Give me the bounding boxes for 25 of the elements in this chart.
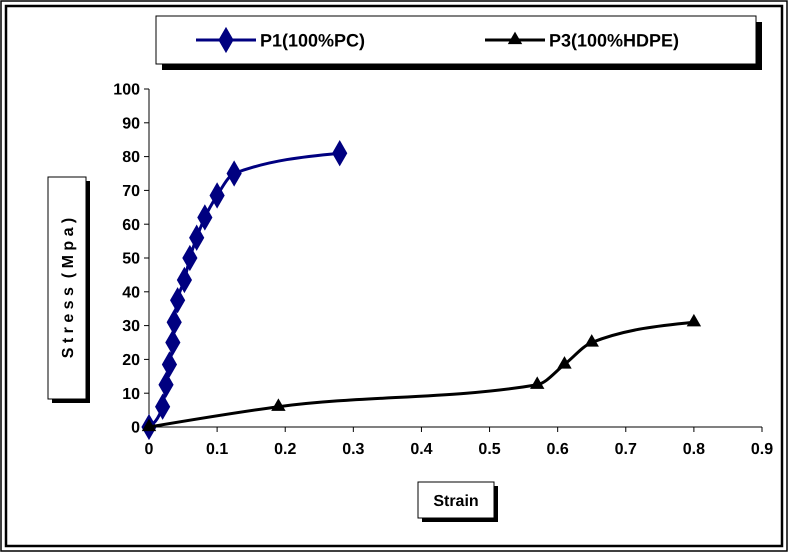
x-tick-label: 0.5 <box>478 441 501 458</box>
legend-label: P1(100%PC) <box>260 30 366 50</box>
x-tick-label: 0.3 <box>342 441 365 458</box>
y-axis-title: S t r e s s ( M p a ) <box>60 218 77 358</box>
y-tick-label: 60 <box>122 216 140 234</box>
x-tick-label: 0.4 <box>410 441 433 458</box>
x-tick-label: 0.7 <box>614 441 637 458</box>
y-tick-label: 70 <box>122 183 140 200</box>
x-tick-label: 0.2 <box>274 441 296 458</box>
y-tick-label: 40 <box>122 284 140 302</box>
y-tick-label: 10 <box>122 386 140 403</box>
x-tick-label: 0.6 <box>546 441 569 458</box>
x-axis-title: Strain <box>433 493 479 510</box>
x-tick-label: 0.1 <box>206 441 228 458</box>
y-tick-label: 30 <box>122 318 140 336</box>
y-tick-label: 20 <box>122 352 140 369</box>
y-tick-label: 90 <box>122 115 140 132</box>
x-tick-label: 0.9 <box>750 441 774 458</box>
x-tick-label: 0 <box>144 441 154 458</box>
y-tick-label: 80 <box>122 149 140 166</box>
legend-label: P3(100%HDPE) <box>549 30 680 50</box>
y-tick-label: 100 <box>113 82 140 99</box>
x-tick-label: 0.8 <box>682 441 706 458</box>
y-tick-label: 50 <box>122 250 140 268</box>
y-tick-label: 0 <box>131 420 140 437</box>
